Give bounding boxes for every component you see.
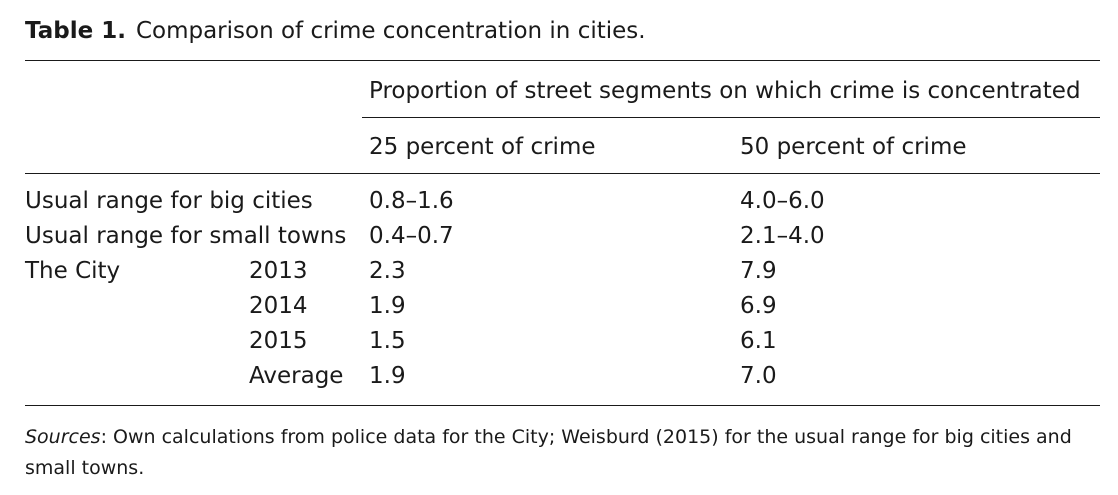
spanning-header-rule [362,117,1100,118]
bottom-rule [25,405,1100,406]
row-label-small-towns: Usual range for small towns [25,223,347,249]
table-number: Table 1. [25,18,126,44]
cell-2013-25: 2.3 [369,258,406,284]
header-bottom-rule [25,173,1100,174]
row-label-big-cities: Usual range for big cities [25,188,313,214]
cell-2015-25: 1.5 [369,328,406,354]
column-header-50: 50 percent of crime [740,134,967,160]
source-label: Sources [25,426,101,448]
table-caption: Table 1. Comparison of crime concentratio… [25,18,646,44]
row-sublabel-2015: 2015 [249,328,308,354]
cell-small-towns-50: 2.1–4.0 [740,223,825,249]
cell-2015-50: 6.1 [740,328,777,354]
top-rule [25,60,1100,61]
row-sublabel-2013: 2013 [249,258,308,284]
column-header-25: 25 percent of crime [369,134,596,160]
source-text: : Own calculations from police data for … [25,426,1072,479]
row-sublabel-2014: 2014 [249,293,308,319]
cell-average-25: 1.9 [369,363,406,389]
cell-big-cities-25: 0.8–1.6 [369,188,454,214]
cell-average-50: 7.0 [740,363,777,389]
spanning-column-header: Proportion of street segments on which c… [369,78,1081,104]
cell-2013-50: 7.9 [740,258,777,284]
cell-big-cities-50: 4.0–6.0 [740,188,825,214]
cell-2014-50: 6.9 [740,293,777,319]
row-label-the-city: The City [25,258,121,284]
cell-small-towns-25: 0.4–0.7 [369,223,454,249]
cell-2014-25: 1.9 [369,293,406,319]
table-title: Comparison of crime concentration in cit… [135,18,646,44]
row-sublabel-average: Average [249,363,344,389]
table-source-note: Sources: Own calculations from police da… [25,422,1100,484]
